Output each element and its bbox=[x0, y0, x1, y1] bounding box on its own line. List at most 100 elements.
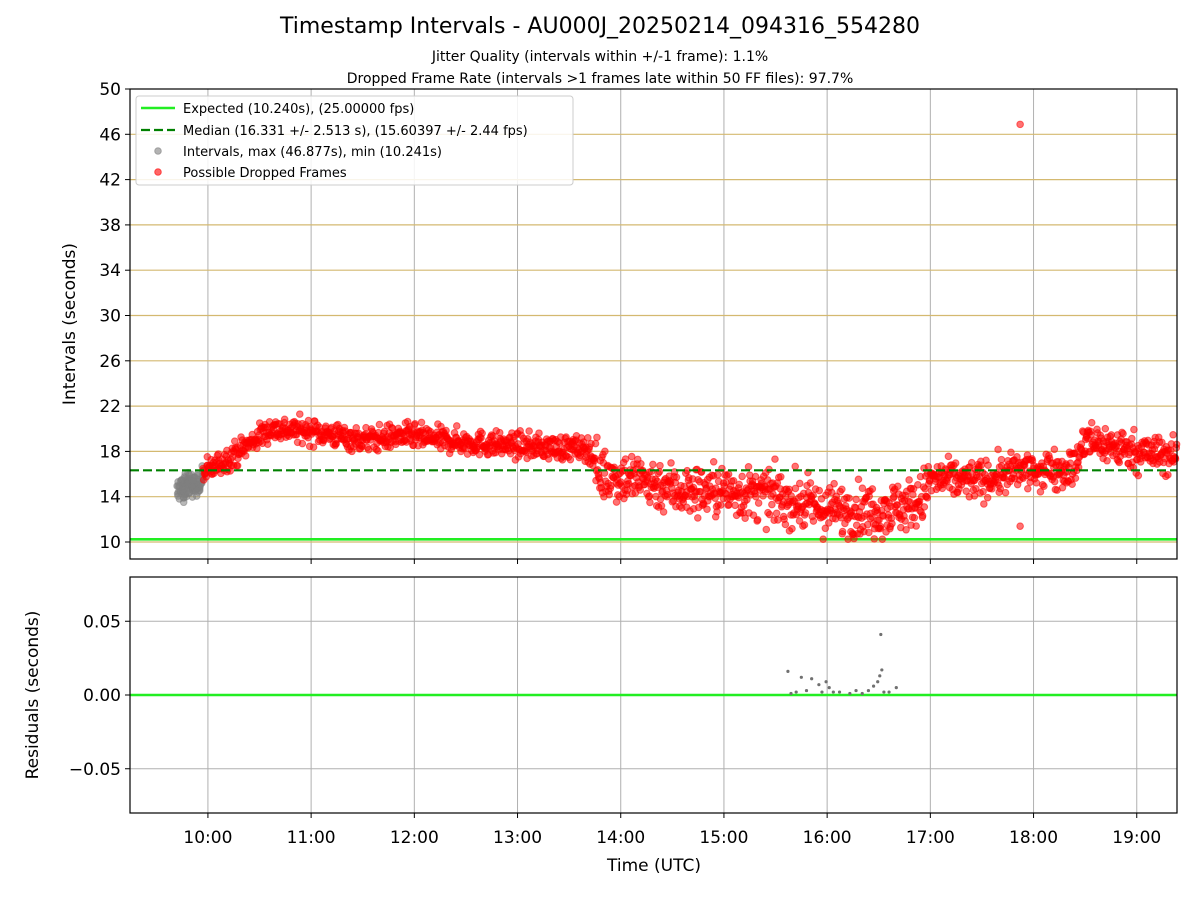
dropped-frame-point bbox=[672, 473, 681, 482]
dropped-frame-point bbox=[962, 487, 971, 495]
dropped-frame-point bbox=[858, 484, 867, 493]
dropped-frame-point bbox=[1103, 456, 1111, 465]
dropped-frame-point bbox=[1074, 463, 1083, 472]
dropped-frame-point bbox=[744, 463, 753, 471]
dropped-frame-point bbox=[781, 520, 790, 529]
dropped-frame-point bbox=[659, 508, 668, 516]
residual-point bbox=[799, 675, 803, 679]
dropped-frame-point bbox=[772, 509, 781, 518]
dropped-frame-point bbox=[636, 486, 644, 494]
dropped-frame-point bbox=[1050, 477, 1059, 486]
dropped-frame-point bbox=[795, 479, 804, 488]
residual-point bbox=[820, 690, 824, 694]
interval-point bbox=[183, 487, 191, 496]
residual-point bbox=[854, 688, 858, 693]
chart-title: Timestamp Intervals - AU000J_20250214_09… bbox=[279, 14, 920, 39]
dropped-frame-point bbox=[1101, 424, 1110, 433]
dropped-frame-point bbox=[1130, 425, 1138, 434]
dropped-frame-point bbox=[525, 427, 533, 435]
residual-point bbox=[894, 686, 898, 690]
bottom-panel-y-axis-label: Residuals (seconds) bbox=[23, 611, 43, 780]
x-axis-label: Time (UTC) bbox=[606, 856, 701, 876]
dropped-frame-point bbox=[997, 455, 1006, 464]
dropped-frame-point bbox=[738, 472, 746, 481]
dropped-frame-point bbox=[865, 528, 873, 537]
x-tick-label: 18:00 bbox=[1009, 828, 1058, 848]
dropped-frame-point bbox=[1001, 488, 1010, 497]
dropped-frame-point bbox=[752, 492, 760, 501]
dropped-frame-point bbox=[713, 507, 721, 516]
bottom-y-tick-label: 0.00 bbox=[83, 686, 121, 706]
dropped-frame-point bbox=[241, 452, 250, 460]
dropped-frame-point bbox=[878, 535, 887, 543]
dropped-frame-point bbox=[771, 455, 779, 463]
x-tick-label: 10:00 bbox=[183, 828, 232, 848]
residual-point bbox=[878, 674, 882, 678]
dropped-frame-point bbox=[544, 455, 553, 463]
residual-point bbox=[789, 691, 793, 696]
residual-point bbox=[887, 690, 891, 694]
dropped-frame-point bbox=[920, 503, 929, 511]
interval-point bbox=[193, 471, 202, 480]
dropped-frame-point bbox=[1007, 448, 1015, 457]
dropped-frame-point bbox=[923, 494, 932, 502]
residual-point bbox=[827, 686, 831, 690]
dropped-frame-point bbox=[1128, 434, 1136, 443]
dropped-frame-point bbox=[852, 495, 860, 504]
dropped-frame-point bbox=[980, 500, 988, 508]
dropped-frame-point bbox=[821, 524, 830, 533]
dropped-frame-point bbox=[809, 517, 818, 525]
dropped-frame-point bbox=[762, 525, 771, 534]
dropped-frame-point bbox=[1040, 482, 1048, 491]
dropped-frame-point bbox=[918, 511, 927, 520]
top-y-tick-label: 46 bbox=[99, 125, 121, 145]
bottom-y-tick-label: −0.05 bbox=[69, 760, 121, 780]
top-y-tick-label: 18 bbox=[99, 442, 121, 462]
interval-point bbox=[185, 470, 194, 479]
dropped-frame-point bbox=[716, 501, 725, 509]
dropped-frame-point bbox=[870, 535, 879, 543]
dropped-frame-point bbox=[280, 415, 289, 424]
dropped-frame-point bbox=[566, 455, 575, 464]
dropped-frame-point bbox=[751, 472, 760, 481]
dropped-frame-point bbox=[754, 499, 763, 507]
dropped-frame-point bbox=[298, 439, 307, 448]
dropped-frame-point bbox=[868, 485, 877, 493]
dropped-frame-point bbox=[788, 524, 796, 533]
x-tick-label: 15:00 bbox=[699, 828, 748, 848]
top-y-tick-label: 26 bbox=[99, 352, 121, 372]
dropped-frame-point bbox=[1134, 471, 1143, 480]
legend-dropped-label: Possible Dropped Frames bbox=[183, 166, 347, 181]
dropped-frame-point bbox=[667, 459, 675, 467]
dropped-frame-point bbox=[979, 487, 987, 496]
dropped-frame-point bbox=[830, 479, 838, 488]
dropped-frame-point bbox=[309, 443, 318, 451]
top-panel-y-axis: 10 14 18 22 26 30 34 38 42 46 50 bbox=[99, 80, 130, 553]
dropped-frame-point bbox=[475, 450, 484, 459]
dropped-frame-point bbox=[1169, 430, 1177, 439]
dropped-frame-point bbox=[1107, 431, 1116, 439]
top-y-tick-label: 38 bbox=[99, 216, 121, 236]
dropped-frame-point bbox=[591, 439, 600, 448]
dropped-frame-point bbox=[1158, 438, 1166, 447]
dropped-frame-point bbox=[824, 519, 833, 527]
dropped-frame-point bbox=[1171, 455, 1180, 463]
dropped-frame-point bbox=[894, 482, 902, 491]
legend-dropped-swatch bbox=[154, 168, 162, 176]
dropped-frame-point bbox=[233, 461, 242, 470]
dropped-frame-point bbox=[230, 437, 239, 445]
dropped-frame-point bbox=[649, 460, 657, 469]
interval-point bbox=[173, 490, 182, 498]
dropped-frame-point bbox=[984, 461, 992, 470]
residual-point bbox=[866, 688, 871, 693]
dropped-frame-point bbox=[1050, 445, 1059, 454]
dropped-frame-point bbox=[901, 517, 909, 525]
top-y-tick-label: 42 bbox=[99, 171, 121, 191]
top-y-tick-label: 34 bbox=[99, 261, 121, 281]
bottom-panel-points bbox=[786, 632, 898, 696]
dropped-frame-point bbox=[854, 475, 863, 484]
residual-point bbox=[794, 690, 798, 694]
dropped-frame-point bbox=[417, 418, 426, 427]
dropped-frame-point bbox=[709, 457, 718, 466]
